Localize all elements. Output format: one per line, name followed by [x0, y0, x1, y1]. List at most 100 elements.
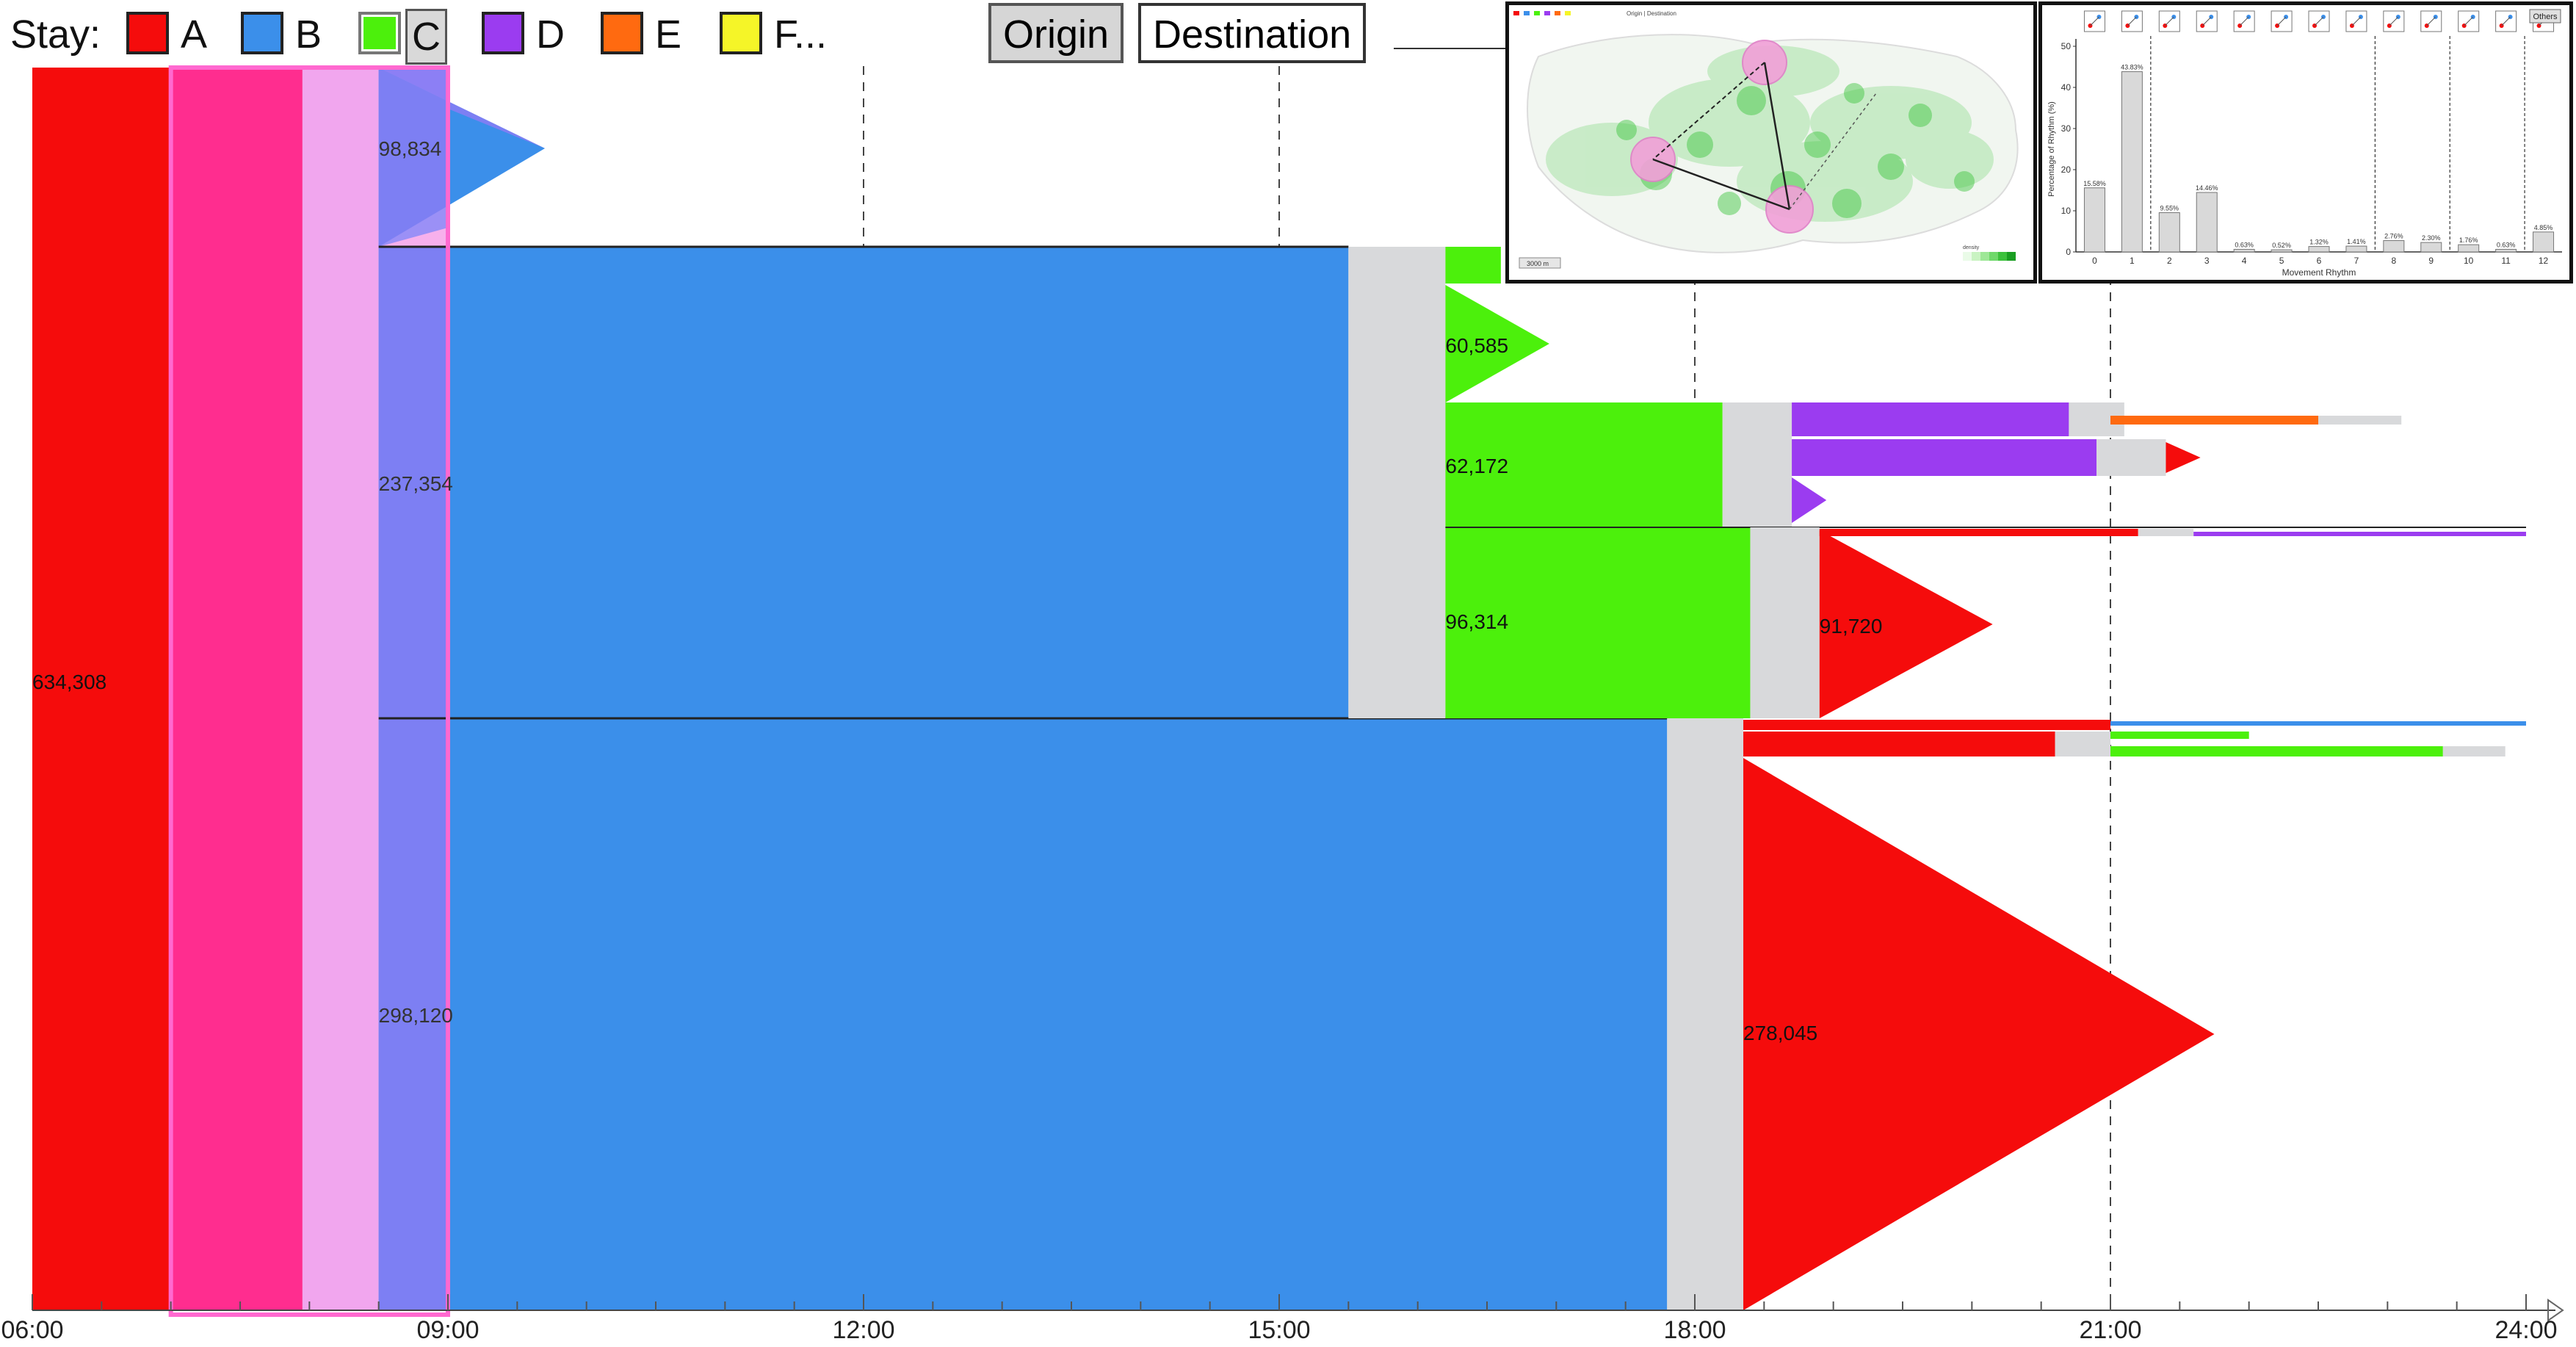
- move-gap: [1750, 527, 1820, 718]
- move-gap: [1722, 402, 1792, 527]
- move-gap: [2138, 529, 2194, 536]
- inset-map-panel[interactable]: Origin | Destination 3000 m density: [1505, 1, 2037, 284]
- move-gap: [2442, 746, 2506, 756]
- y-axis-label: Percentage of Rhythm (%): [2047, 101, 2056, 197]
- inset-rhythm-panel[interactable]: Others 0 10 20 30 40 50 Percentage of Rhythm (%…: [2038, 1, 2573, 284]
- x-tick-label: 21:00: [2079, 1316, 2141, 1344]
- others-button: [2529, 9, 2561, 24]
- count-label-a-from-b: 278,045: [1743, 1022, 1817, 1044]
- rhythm-pattern-icon: [2090, 16, 2099, 26]
- count-label-b2: 237,354: [379, 472, 453, 495]
- rhythm-category-label: 9: [2428, 256, 2434, 266]
- rhythm-bar: [2495, 248, 2517, 253]
- x-axis-label: Movement Rhythm: [2282, 267, 2356, 278]
- legend-label-b[interactable]: B: [295, 12, 322, 57]
- flow-bar-d-thin: [2193, 532, 2526, 536]
- legend-label-d[interactable]: D: [536, 12, 565, 57]
- count-label-b3: 298,120: [379, 1004, 453, 1027]
- rhythm-bar: [2420, 242, 2442, 253]
- flow-bar-a-small: [1743, 732, 2055, 756]
- legend-label-f[interactable]: F...: [774, 12, 828, 57]
- legend-swatch-c[interactable]: [358, 12, 401, 54]
- flow-branch-a-from-b: [1743, 758, 2215, 1310]
- legend-label-a[interactable]: A: [181, 12, 208, 57]
- rhythm-bar-value: 15.58%: [2083, 180, 2106, 187]
- rhythm-bar: [2083, 187, 2105, 253]
- flow-bar-c-2: [1445, 402, 1723, 527]
- rhythm-pattern-icon: [2239, 16, 2249, 26]
- legend-label-e[interactable]: E: [655, 12, 682, 57]
- rhythm-category-label: 6: [2317, 256, 2322, 266]
- y-tick-label: 0: [2066, 247, 2071, 257]
- highlight-pink-notch: [378, 228, 448, 247]
- inset-map-density-legend: [1963, 252, 2016, 261]
- rhythm-category-label: 4: [2242, 256, 2247, 266]
- rhythm-bar-value: 1.76%: [2459, 236, 2478, 244]
- rhythm-bar: [2158, 212, 2180, 253]
- x-tick-label: 12:00: [832, 1316, 894, 1344]
- destination-button[interactable]: Destination: [1138, 3, 1367, 63]
- move-gap: [2096, 439, 2166, 476]
- legend-swatch-f[interactable]: [720, 12, 762, 54]
- x-tick-label: 09:00: [416, 1316, 479, 1344]
- flow-tip-a: [2166, 442, 2201, 473]
- count-label-c2: 62,172: [1445, 455, 1508, 477]
- x-tick-label: 06:00: [1, 1316, 63, 1344]
- rhythm-category-label: 7: [2354, 256, 2359, 266]
- rhythm-category-label: 11: [2501, 256, 2511, 266]
- rhythm-category-label: 2: [2167, 256, 2172, 266]
- rhythm-bar: [2533, 231, 2555, 253]
- legend-swatch-b[interactable]: [241, 12, 283, 54]
- rhythm-bar-value: 0.52%: [2272, 242, 2291, 249]
- rhythm-bar: [2233, 248, 2255, 253]
- highlight-purple-overlay: [378, 68, 448, 1310]
- highlight-purple-overlay: [378, 68, 546, 148]
- x-tick-label: 24:00: [2494, 1316, 2557, 1344]
- rhythm-bar-value: 14.46%: [2196, 184, 2218, 192]
- rhythm-pattern-icon: [2351, 16, 2362, 26]
- highlight-band: [170, 68, 303, 1310]
- rhythm-bar-value: 2.30%: [2422, 234, 2441, 242]
- flow-bar-e-small: [2110, 416, 2318, 425]
- flow-bar-a-thin: [1819, 529, 2138, 536]
- flow-bar-c-3: [1445, 527, 1751, 718]
- rhythm-bar: [2121, 71, 2143, 253]
- count-label-root: 634,308: [32, 671, 106, 693]
- x-tick-label: 18:00: [1663, 1316, 1726, 1344]
- flow-bar-c-thin: [2110, 732, 2249, 739]
- count-label-c3: 96,314: [1445, 610, 1508, 633]
- rhythm-category-label: 8: [2392, 256, 2397, 266]
- legend-label-c[interactable]: C: [405, 9, 447, 65]
- rhythm-category-label: 0: [2092, 256, 2097, 266]
- rhythm-bar-value: 0.63%: [2235, 241, 2254, 248]
- rhythm-bar-value: 1.32%: [2309, 239, 2329, 246]
- origin-button[interactable]: Origin: [988, 3, 1124, 63]
- rhythm-category-label: 1: [2130, 256, 2135, 266]
- flow-bar-c-small: [2110, 746, 2443, 756]
- x-axis-arrow: [2547, 1299, 2564, 1322]
- rhythm-bar-value: 9.55%: [2160, 205, 2179, 212]
- count-label-a-from-c: 91,720: [1820, 615, 1883, 638]
- inset-map[interactable]: Origin | Destination 3000 m density: [1509, 5, 2033, 280]
- flow-bar-c-top: [1445, 247, 1501, 284]
- count-label-b1: 98,834: [379, 137, 442, 160]
- legend-swatch-e[interactable]: [601, 12, 643, 54]
- rhythm-pattern-icon: [2389, 16, 2399, 26]
- inset-map-density-title: density: [1963, 245, 1980, 250]
- y-tick-label: 40: [2061, 82, 2072, 93]
- rhythm-pattern-icon: [2276, 16, 2287, 26]
- inset-map-title: Origin | Destination: [1627, 10, 1676, 17]
- move-gap: [1348, 247, 1446, 718]
- selection-highlight-box: [168, 65, 451, 1317]
- rhythm-pattern-icon: [2314, 16, 2324, 26]
- y-tick-label: 30: [2061, 123, 2072, 134]
- flow-branch-a-from-c: [1819, 530, 1993, 718]
- legend-swatch-a[interactable]: [126, 12, 169, 54]
- legend-swatch-d[interactable]: [482, 12, 524, 54]
- x-tick-label: 15:00: [1248, 1316, 1310, 1344]
- flow-bar-a-thin: [1743, 720, 2110, 730]
- flow-bar-a-root: [32, 68, 171, 1310]
- rhythm-category-label: 12: [2539, 256, 2549, 266]
